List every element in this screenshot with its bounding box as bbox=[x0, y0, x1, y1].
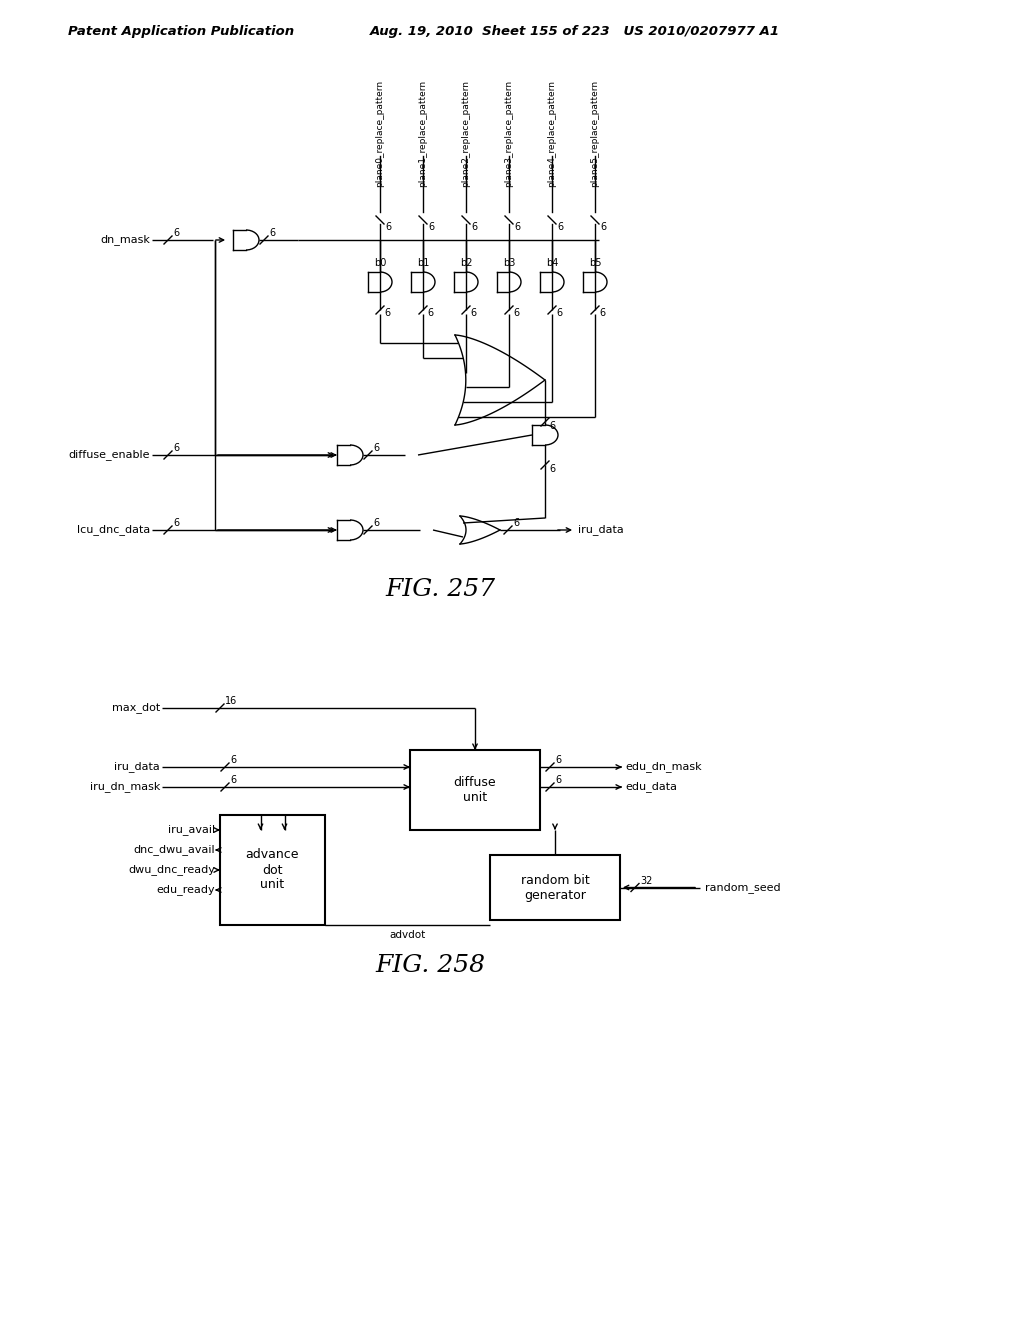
Text: diffuse
unit: diffuse unit bbox=[454, 776, 497, 804]
Text: iru_avail: iru_avail bbox=[168, 825, 215, 836]
Text: 6: 6 bbox=[513, 517, 519, 528]
Text: advdot: advdot bbox=[389, 931, 426, 940]
Text: edu_ready: edu_ready bbox=[157, 884, 215, 895]
Text: b0: b0 bbox=[374, 257, 386, 268]
Bar bbox=[220, 814, 325, 925]
Text: 6: 6 bbox=[555, 775, 561, 785]
Text: 6: 6 bbox=[173, 517, 179, 528]
Text: plane3_replace_pattern: plane3_replace_pattern bbox=[505, 81, 513, 187]
Text: edu_dn_mask: edu_dn_mask bbox=[625, 762, 701, 772]
Bar bbox=[410, 750, 540, 830]
Text: Aug. 19, 2010  Sheet 155 of 223   US 2010/0207977 A1: Aug. 19, 2010 Sheet 155 of 223 US 2010/0… bbox=[370, 25, 780, 38]
Text: FIG. 258: FIG. 258 bbox=[375, 953, 485, 977]
Text: b1: b1 bbox=[417, 257, 429, 268]
Text: plane0_replace_pattern: plane0_replace_pattern bbox=[376, 81, 384, 187]
Bar bbox=[490, 855, 620, 920]
Text: dwu_dnc_ready: dwu_dnc_ready bbox=[128, 865, 215, 875]
Text: 6: 6 bbox=[230, 755, 237, 766]
Text: iru_dn_mask: iru_dn_mask bbox=[90, 781, 160, 792]
Text: iru_data: iru_data bbox=[578, 524, 624, 536]
Text: 6: 6 bbox=[513, 308, 519, 318]
Text: 6: 6 bbox=[173, 444, 179, 453]
Text: 6: 6 bbox=[373, 517, 379, 528]
Text: dnc_dwu_avail: dnc_dwu_avail bbox=[133, 845, 215, 855]
Text: b4: b4 bbox=[546, 257, 558, 268]
Text: 6: 6 bbox=[470, 308, 476, 318]
Text: random bit
generator: random bit generator bbox=[520, 874, 590, 902]
Text: 6: 6 bbox=[427, 308, 433, 318]
Text: random_seed: random_seed bbox=[705, 882, 780, 892]
Text: 16: 16 bbox=[225, 696, 238, 706]
Text: 6: 6 bbox=[428, 222, 434, 232]
Text: plane5_replace_pattern: plane5_replace_pattern bbox=[591, 81, 599, 187]
Text: lcu_dnc_data: lcu_dnc_data bbox=[77, 524, 150, 536]
Text: 6: 6 bbox=[549, 421, 555, 432]
Text: 6: 6 bbox=[557, 222, 563, 232]
Text: plane2_replace_pattern: plane2_replace_pattern bbox=[462, 81, 470, 187]
Text: 6: 6 bbox=[384, 308, 390, 318]
Text: 6: 6 bbox=[269, 228, 275, 238]
Text: b5: b5 bbox=[589, 257, 601, 268]
Text: 6: 6 bbox=[230, 775, 237, 785]
Text: 6: 6 bbox=[514, 222, 520, 232]
Text: max_dot: max_dot bbox=[112, 702, 160, 713]
Text: Patent Application Publication: Patent Application Publication bbox=[68, 25, 294, 38]
Text: plane4_replace_pattern: plane4_replace_pattern bbox=[548, 81, 556, 187]
Text: 6: 6 bbox=[555, 755, 561, 766]
Text: diffuse_enable: diffuse_enable bbox=[69, 450, 150, 461]
Text: iru_data: iru_data bbox=[115, 762, 160, 772]
Text: b2: b2 bbox=[460, 257, 472, 268]
Text: 32: 32 bbox=[640, 875, 652, 886]
Text: edu_data: edu_data bbox=[625, 781, 677, 792]
Text: 6: 6 bbox=[385, 222, 391, 232]
Text: plane1_replace_pattern: plane1_replace_pattern bbox=[419, 81, 427, 187]
Text: 6: 6 bbox=[556, 308, 562, 318]
Text: 6: 6 bbox=[600, 222, 606, 232]
Text: 6: 6 bbox=[173, 228, 179, 238]
Text: dn_mask: dn_mask bbox=[100, 235, 150, 246]
Text: 6: 6 bbox=[599, 308, 605, 318]
Text: 6: 6 bbox=[549, 465, 555, 474]
Text: advance
dot
unit: advance dot unit bbox=[246, 849, 299, 891]
Text: b3: b3 bbox=[503, 257, 515, 268]
Text: 6: 6 bbox=[373, 444, 379, 453]
Text: 6: 6 bbox=[471, 222, 477, 232]
Text: FIG. 257: FIG. 257 bbox=[385, 578, 495, 602]
